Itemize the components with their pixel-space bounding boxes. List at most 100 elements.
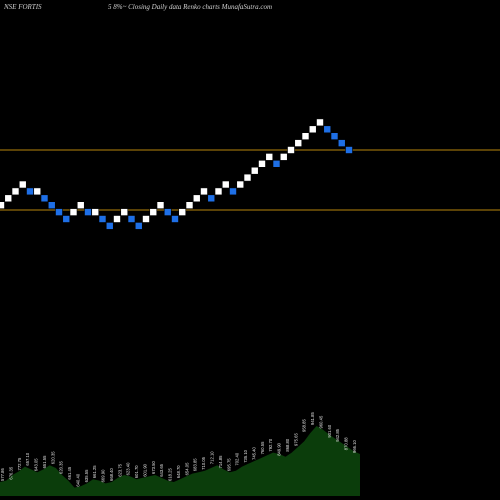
renko-brick-up	[308, 125, 317, 134]
volume-value-label: 792.70	[268, 438, 273, 451]
renko-brick-down	[26, 187, 34, 196]
renko-brick-down	[229, 187, 237, 196]
volume-value-label: 635.55	[84, 469, 89, 482]
volume-value-label: 966.10	[352, 440, 357, 453]
renko-brick-up	[192, 194, 201, 203]
renko-brick-up	[243, 173, 252, 182]
volume-value-label: 601.90	[142, 463, 147, 476]
volume-value-label: 702.40	[235, 452, 240, 465]
renko-brick-down	[272, 160, 281, 168]
renko-brick-up	[178, 208, 187, 216]
volume-value-label: 676.35	[8, 466, 13, 479]
renko-brick-up	[265, 153, 274, 161]
volume-value-label: 577.86	[0, 468, 5, 481]
volume-value-label: 661.25	[92, 465, 97, 478]
renko-brick-down	[207, 194, 216, 203]
renko-brick-up	[120, 208, 129, 216]
renko-brick-up	[250, 166, 259, 175]
renko-brick-down	[84, 208, 92, 216]
volume-value-label: 868.80	[285, 438, 290, 451]
volume-area	[0, 426, 360, 496]
renko-brick-down	[55, 208, 63, 216]
renko-brick-up	[69, 208, 78, 216]
renko-brick-up	[18, 180, 27, 189]
volume-area-fill	[0, 426, 360, 496]
volume-value-label: 870.88	[344, 437, 349, 450]
renko-brick-up	[236, 180, 245, 189]
renko-brick-up	[4, 194, 13, 203]
volume-value-label: 640.40	[75, 473, 80, 486]
volume-value-label: 760.55	[260, 441, 265, 454]
volume-value-label: 651.55	[42, 455, 47, 468]
renko-brick-down	[40, 194, 49, 203]
renko-brick-up	[214, 187, 223, 196]
renko-brick-down	[47, 201, 56, 209]
renko-brick-down	[323, 125, 332, 134]
renko-brick-down	[171, 215, 179, 223]
renko-brick-down	[337, 139, 346, 147]
renko-brick-down	[98, 215, 107, 223]
renko-brick-up	[301, 132, 310, 140]
volume-value-label: 849.90	[277, 442, 282, 455]
volume-value-label: 901.60	[327, 424, 332, 437]
volume-value-label: 975.65	[293, 433, 298, 446]
volume-value-label: 958.85	[302, 419, 307, 432]
volume-value-label: 623.40	[126, 462, 131, 475]
volume-value-label: 668.40	[109, 468, 114, 481]
volume-value-label: 735.10	[243, 449, 248, 462]
volume-value-label: 710.05	[201, 456, 206, 469]
volume-value-label: 673.50	[151, 461, 156, 474]
volume-value-label: 960.45	[318, 415, 323, 428]
renko-brick-down	[163, 208, 172, 216]
renko-brick-up	[200, 187, 208, 196]
renko-brick-down	[330, 132, 339, 140]
volume-value-label: 657.10	[25, 452, 30, 465]
volume-value-label: 643.05	[34, 458, 39, 471]
volume-value-label: 618.25	[168, 468, 173, 481]
renko-brick-up	[149, 208, 158, 216]
renko-brick-down	[134, 222, 143, 230]
renko-brick-up	[185, 201, 194, 209]
renko-brick-up	[33, 187, 42, 196]
renko-brick-up	[113, 215, 121, 223]
chart-description: 5 8%~ Closing Daily data Renko charts Mu…	[108, 3, 272, 11]
renko-brick-down	[105, 222, 114, 230]
renko-brick-up	[221, 180, 230, 189]
volume-value-label: 648.70	[176, 465, 181, 478]
volume-value-label: 654.05	[184, 462, 189, 475]
volume-value-label: 620.35	[50, 451, 55, 464]
volume-value-label: 745.40	[251, 447, 256, 460]
renko-brick-up	[279, 153, 288, 161]
renko-brick-up	[142, 215, 150, 223]
renko-brick-up	[91, 208, 100, 216]
symbol-label: NSE FORTIS	[3, 3, 42, 11]
volume-value-label: 941.85	[310, 412, 315, 425]
volume-value-label: 772.75	[17, 457, 22, 470]
volume-value-label: 714.85	[218, 455, 223, 468]
renko-brick-up	[287, 146, 295, 154]
renko-brick-up	[258, 160, 266, 168]
renko-brick-down	[345, 146, 353, 154]
volume-value-label: 683.85	[193, 458, 198, 471]
renko-bricks	[0, 118, 353, 230]
volume-value-label: 601.70	[134, 465, 139, 478]
volume-value-label: 669.90	[101, 469, 106, 482]
renko-brick-up	[294, 139, 303, 147]
volume-value-label: 661.45	[67, 466, 72, 479]
volume-value-label: 712.10	[210, 451, 215, 464]
volume-value-label: 620.35	[59, 461, 64, 474]
volume-value-label: 695.75	[226, 458, 231, 471]
renko-brick-up	[76, 201, 85, 209]
renko-brick-up	[11, 187, 20, 196]
volume-value-label: 643.65	[159, 463, 164, 476]
renko-brick-up	[0, 201, 5, 209]
volume-value-label: 623.75	[117, 463, 122, 476]
renko-brick-down	[127, 215, 136, 223]
renko-brick-up	[156, 201, 165, 209]
renko-brick-down	[62, 215, 71, 223]
renko-brick-up	[316, 118, 324, 127]
volume-value-label: 942.85	[335, 428, 340, 441]
